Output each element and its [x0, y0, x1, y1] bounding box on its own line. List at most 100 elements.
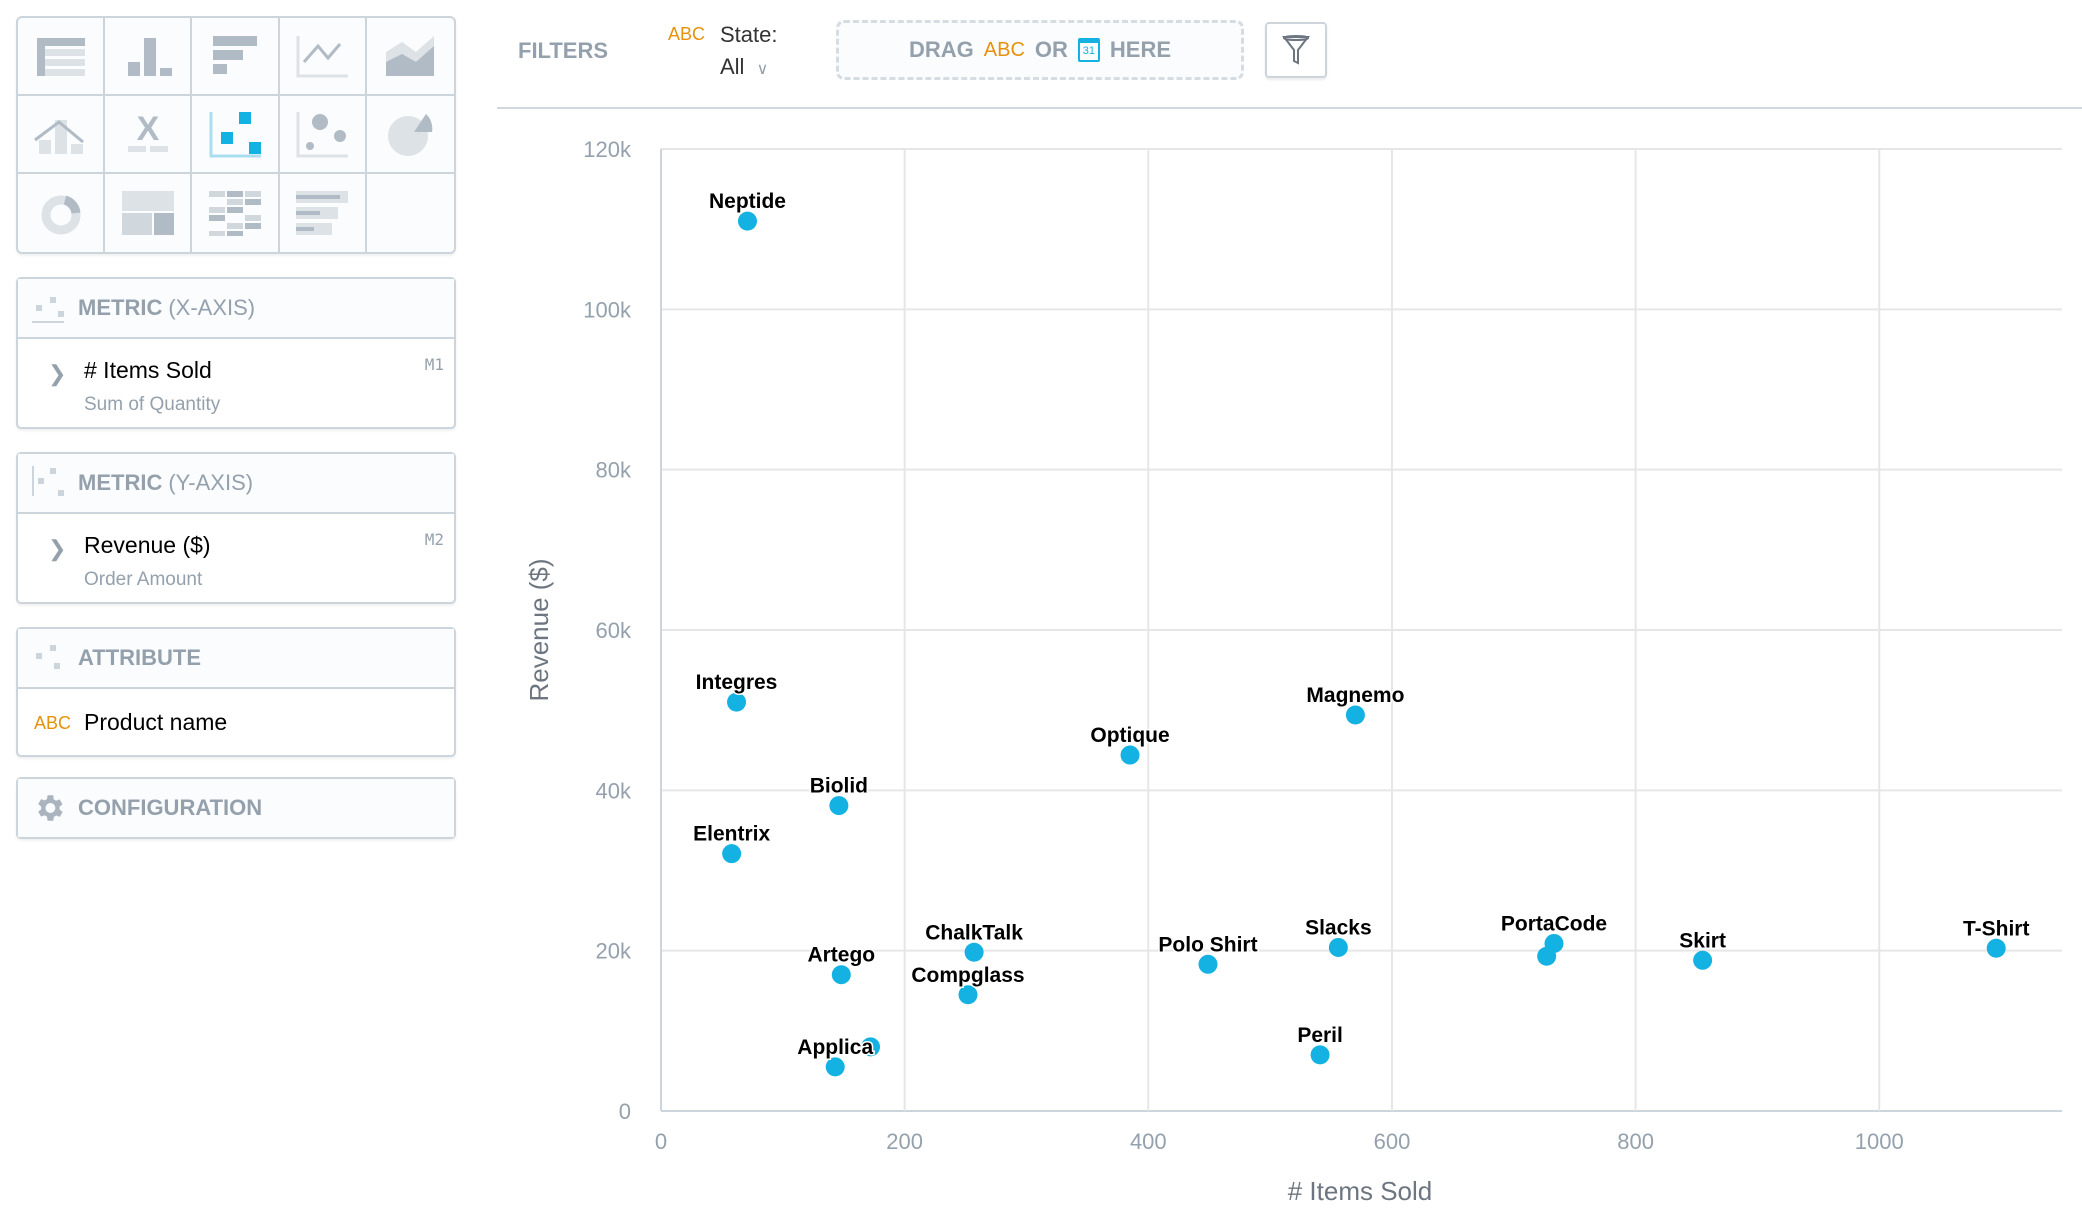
line-chart-icon — [296, 36, 349, 78]
data-label: Biolid — [810, 775, 868, 798]
chevron-down-icon[interactable]: ∨ — [756, 61, 769, 78]
treemap-icon — [121, 191, 174, 235]
x-tick-label: 600 — [1374, 1129, 1411, 1154]
metric-name: # Items Sold — [84, 357, 212, 383]
funnel-icon — [1282, 35, 1310, 65]
y-tick-label: 0 — [619, 1099, 631, 1124]
chart-type-bar[interactable] — [192, 18, 280, 96]
divider — [497, 107, 2082, 109]
data-point — [1693, 950, 1713, 970]
metric-item-revenue[interactable]: ❯ Revenue ($) Order Amount M2 — [18, 514, 454, 602]
x-tick-label: 200 — [886, 1129, 923, 1154]
chart-type-treemap[interactable] — [105, 174, 193, 252]
y-axis-icon — [32, 466, 64, 496]
y-tick-label: 100k — [583, 297, 632, 322]
chart-type-pie[interactable] — [366, 96, 454, 174]
scatter-chart-icon — [209, 112, 261, 158]
chevron-right-icon[interactable]: ❯ — [48, 361, 67, 386]
chart-type-table[interactable] — [18, 18, 106, 96]
heatmap-icon — [208, 191, 261, 236]
data-label: Slacks — [1305, 916, 1372, 939]
bullet-chart-icon — [296, 191, 349, 235]
chart-type-bubble[interactable] — [279, 96, 367, 174]
data-point — [1345, 705, 1365, 725]
combo-chart-icon — [33, 120, 84, 154]
svg-text:X: X — [136, 110, 159, 148]
panel-title: CONFIGURATION — [78, 795, 263, 820]
data-label: PortaCode — [1501, 912, 1607, 935]
data-label: Optique — [1090, 724, 1169, 747]
data-point — [964, 942, 984, 962]
data-point — [722, 844, 742, 864]
data-point — [727, 692, 747, 712]
y-tick-label: 80k — [596, 458, 632, 483]
data-point — [958, 985, 978, 1005]
data-label: ChalkTalk — [925, 921, 1023, 944]
data-point — [1537, 946, 1557, 966]
chart-type-empty — [367, 174, 454, 252]
bubble-chart-icon — [296, 112, 349, 158]
x-tick-label: 0 — [655, 1129, 667, 1154]
calendar-icon: 31 — [1077, 38, 1100, 62]
chart-type-heatmap[interactable] — [192, 174, 280, 252]
data-label: Compglass — [911, 964, 1024, 987]
bar-chart-icon — [212, 36, 257, 74]
metric-y-axis-panel: METRIC (Y-AXIS) ❯ Revenue ($) Order Amount M… — [16, 452, 456, 604]
data-label: Applica — [797, 1036, 873, 1059]
chart-type-picker: X — [16, 16, 456, 254]
x-tick-label: 400 — [1130, 1129, 1167, 1154]
data-label: Skirt — [1679, 929, 1726, 952]
data-point — [1986, 938, 2006, 958]
chart-type-combo[interactable] — [18, 96, 106, 174]
state-filter[interactable]: ABC State: All ∨ — [668, 22, 777, 80]
state-filter-value: All — [720, 54, 745, 79]
x-axis-icon — [32, 297, 64, 323]
x-axis-title: # Items Sold — [1288, 1176, 1433, 1206]
metric-name: Revenue ($) — [84, 532, 211, 558]
filter-drop-zone[interactable]: DRAG ABC OR 31 HERE — [836, 20, 1244, 80]
y-tick-label: 20k — [596, 939, 632, 964]
data-point — [831, 965, 851, 985]
filter-button[interactable] — [1265, 22, 1327, 78]
attribute-item-product-name[interactable]: ABC Product name — [18, 689, 454, 755]
data-label: Artego — [807, 944, 875, 967]
state-filter-label: State: — [720, 22, 778, 47]
data-point — [1544, 933, 1564, 953]
chart-type-column[interactable] — [105, 18, 193, 96]
panel-subtitle: (Y-AXIS) — [168, 470, 254, 495]
data-label: Neptide — [709, 190, 786, 213]
attribute-panel: ATTRIBUTE ABC Product name — [16, 627, 456, 757]
data-point — [1310, 1045, 1330, 1065]
abc-icon: ABC — [668, 24, 706, 44]
panel-title: ATTRIBUTE — [78, 645, 202, 670]
x-tick-label: 1000 — [1855, 1129, 1904, 1154]
chart-type-donut[interactable] — [18, 174, 106, 252]
chart-type-scatter[interactable] — [192, 96, 280, 174]
chart-type-bullet[interactable] — [280, 174, 367, 252]
drop-text: DRAG — [908, 37, 974, 62]
drop-text: OR — [1034, 37, 1068, 62]
data-point — [829, 796, 849, 816]
filters-label: FILTERS — [518, 38, 609, 63]
panel-title: METRIC — [78, 470, 163, 495]
y-tick-label: 120k — [583, 137, 632, 162]
metric-source: Order Amount — [84, 569, 203, 590]
chart-type-area[interactable] — [366, 18, 454, 96]
chart-type-headline[interactable]: X — [105, 96, 193, 174]
y-tick-label: 60k — [596, 618, 632, 643]
data-point — [861, 1037, 881, 1057]
metric-item-items-sold[interactable]: ❯ # Items Sold Sum of Quantity M1 — [18, 339, 454, 427]
y-axis-title: Revenue ($) — [524, 558, 554, 701]
chevron-right-icon[interactable]: ❯ — [48, 536, 67, 561]
chart-type-line[interactable] — [279, 18, 367, 96]
headline-icon: X — [127, 110, 168, 152]
attribute-icon — [36, 645, 60, 669]
panel-title: METRIC — [78, 295, 163, 320]
data-label: Elentrix — [693, 823, 770, 846]
gear-icon — [38, 795, 63, 821]
column-chart-icon — [127, 38, 172, 76]
metric-tag: M2 — [424, 530, 444, 549]
data-label: Polo Shirt — [1158, 933, 1257, 956]
configuration-panel[interactable]: CONFIGURATION — [16, 777, 456, 839]
data-label: Magnemo — [1306, 684, 1404, 707]
